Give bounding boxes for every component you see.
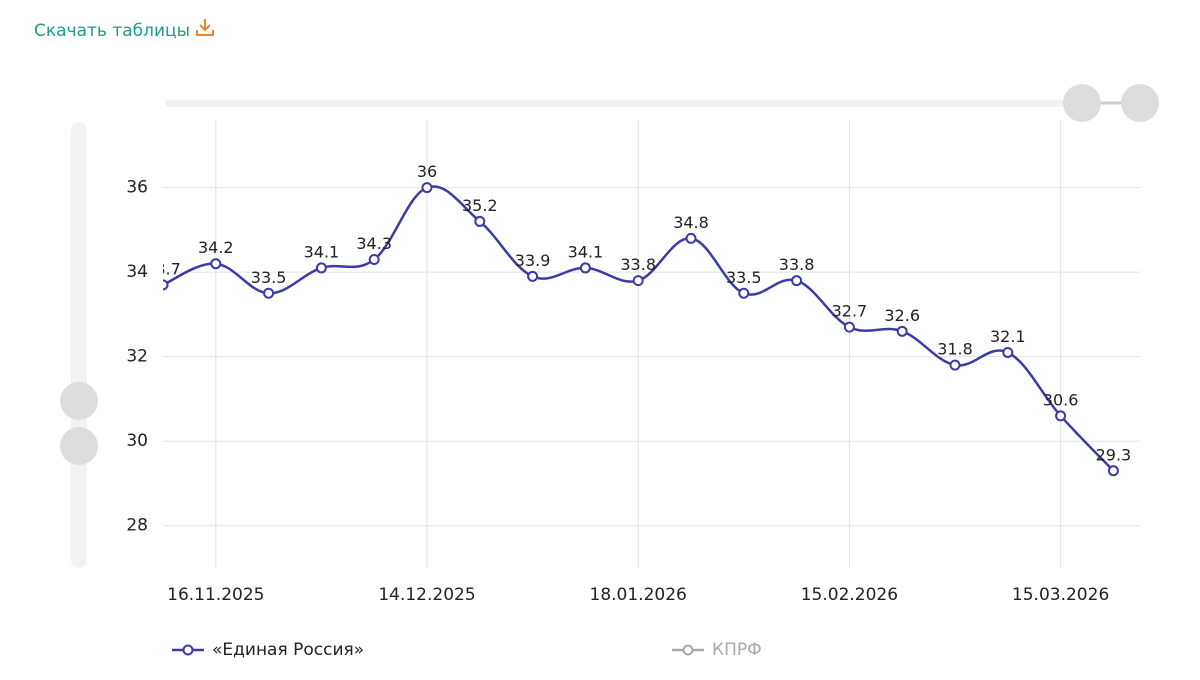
- y-tick-label: 32: [126, 347, 148, 367]
- x-tick-label: 14.12.2025: [378, 585, 475, 605]
- legend-marker: [182, 644, 194, 656]
- range-handle[interactable]: [60, 427, 98, 465]
- point: [685, 232, 697, 244]
- x-tick-label: 15.03.2026: [1012, 585, 1109, 605]
- vertical-track: [71, 122, 87, 568]
- data-label: 33.7: [145, 259, 181, 278]
- point: [368, 253, 380, 265]
- range-handle[interactable]: [1121, 84, 1159, 122]
- point: [315, 262, 327, 274]
- download-link[interactable]: Скачать таблицы: [34, 21, 190, 41]
- data-label: 29.3: [1096, 445, 1132, 464]
- y-tick-label: 34: [126, 262, 148, 282]
- point: [527, 270, 539, 282]
- data-label: 33.5: [726, 268, 762, 287]
- data-label: 30.6: [1043, 390, 1079, 409]
- data-label: 32.6: [884, 306, 920, 325]
- data-label: 36: [417, 162, 437, 181]
- range-handle[interactable]: [60, 382, 98, 420]
- point: [579, 262, 591, 274]
- point: [843, 321, 855, 333]
- download-icon[interactable]: [196, 19, 214, 36]
- point: [632, 275, 644, 287]
- point: [949, 359, 961, 371]
- range-handle[interactable]: [1063, 84, 1101, 122]
- point: [263, 287, 275, 299]
- point: [421, 182, 433, 194]
- x-tick-label: 15.02.2026: [801, 585, 898, 605]
- point: [1002, 346, 1014, 358]
- range-track: [165, 100, 1065, 107]
- point: [210, 258, 222, 270]
- point: [791, 275, 803, 287]
- point: [738, 287, 750, 299]
- data-label: 33.8: [779, 255, 815, 274]
- data-label: 33.9: [515, 251, 551, 270]
- point: [896, 325, 908, 337]
- x-tick-label: 18.01.2026: [590, 585, 687, 605]
- data-label: 32.7: [832, 302, 868, 321]
- data-label: 35.2: [462, 196, 498, 215]
- legend-label[interactable]: «Единая Россия»: [212, 640, 364, 660]
- data-label: 34.1: [304, 242, 340, 261]
- point: [474, 215, 486, 227]
- point: [1055, 410, 1067, 422]
- data-label: 34.8: [673, 213, 709, 232]
- legend-label[interactable]: КПРФ: [712, 640, 762, 660]
- data-label: 34.1: [568, 242, 604, 261]
- y-tick-label: 30: [126, 431, 148, 451]
- point: [163, 279, 169, 291]
- y-tick-label: 28: [126, 516, 148, 536]
- data-label: 34.2: [198, 238, 234, 257]
- data-label: 34.3: [356, 234, 392, 253]
- point: [1107, 465, 1119, 477]
- x-tick-label: 16.11.2025: [167, 585, 264, 605]
- data-label: 33.8: [620, 255, 656, 274]
- legend-marker: [682, 644, 694, 656]
- data-label: 32.1: [990, 327, 1026, 346]
- data-label: 33.5: [251, 268, 287, 287]
- y-tick-label: 36: [126, 178, 148, 198]
- data-label: 31.8: [937, 340, 973, 359]
